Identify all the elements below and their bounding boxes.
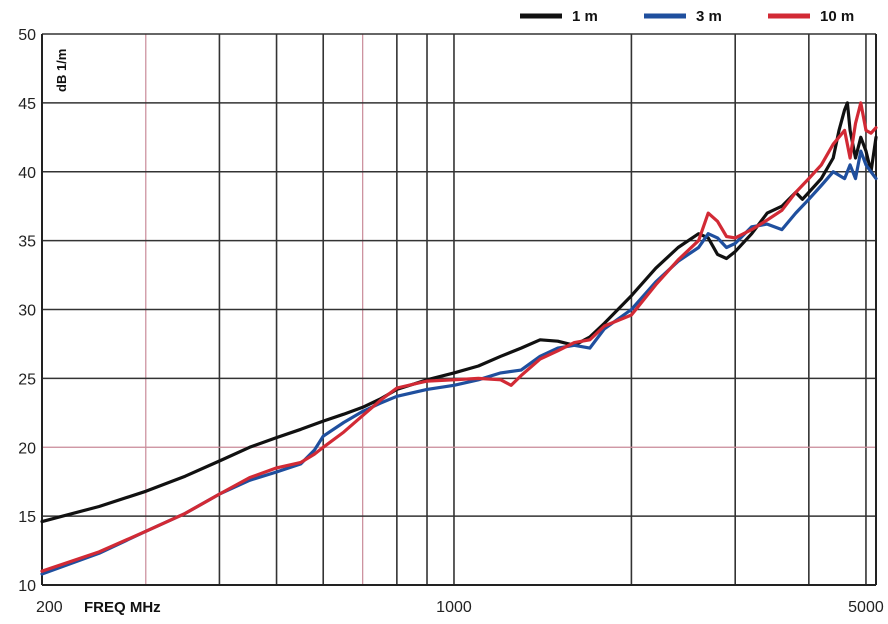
y-tick-label: 35: [18, 234, 36, 251]
y-tick-label: 45: [18, 96, 36, 113]
y-tick-label: 25: [18, 371, 36, 388]
x-axis-tick-labels: 200 1000 5000: [36, 599, 884, 616]
y-tick-label: 30: [18, 303, 36, 320]
legend-label: 1 m: [572, 8, 598, 25]
legend: 1 m 3 m 10 m: [520, 8, 854, 25]
x-tick-label: 1000: [436, 599, 472, 616]
x-axis-label: FREQ MHz: [84, 599, 161, 616]
y-axis-tick-labels: 10 15 20 25 30 35 40 45 50: [18, 27, 36, 595]
y-tick-label: 40: [18, 165, 36, 182]
legend-label: 3 m: [696, 8, 722, 25]
series-line-10m: [40, 101, 878, 573]
y-tick-label: 10: [18, 578, 36, 595]
legend-label: 10 m: [820, 8, 854, 25]
series-line-1m: [40, 101, 878, 524]
x-tick-label: 5000: [848, 599, 884, 616]
y-tick-label: 20: [18, 440, 36, 457]
y-tick-label: 50: [18, 27, 36, 44]
y-tick-label: 15: [18, 509, 36, 526]
series-line-3m: [40, 149, 878, 576]
data-series: [40, 101, 878, 576]
y-axis-unit-label: dB 1/m: [54, 49, 69, 92]
grid-lines: [41, 33, 877, 586]
x-tick-label: 200: [36, 599, 63, 616]
